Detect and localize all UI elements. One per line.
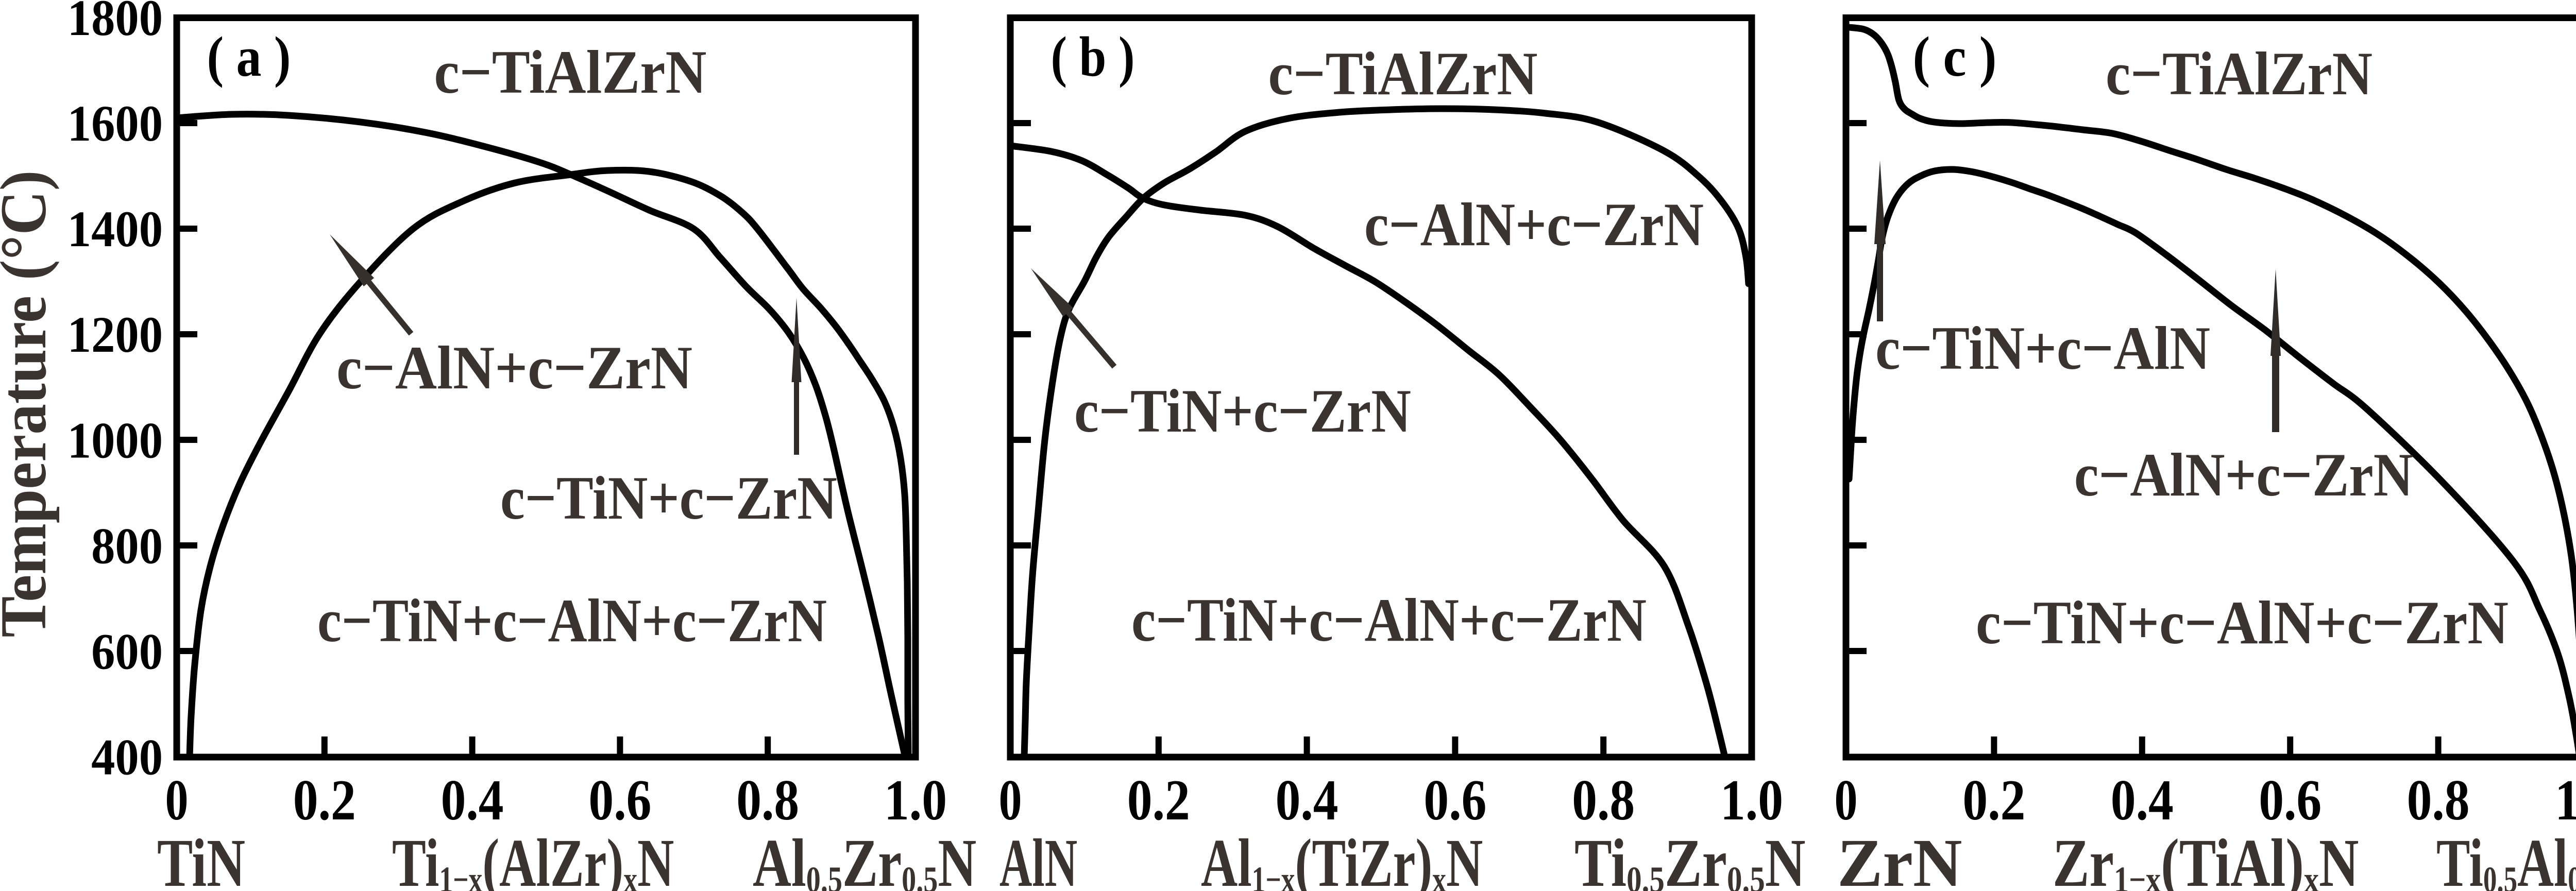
svg-text:Temperature (°C): Temperature (°C): [0, 170, 60, 638]
svg-text:0: 0: [999, 768, 1022, 832]
svg-text:Ti0.5​Al0.5​N: Ti0.5​Al0.5​N: [2436, 826, 2576, 891]
svg-text:400: 400: [91, 729, 163, 786]
svg-text:0.6: 0.6: [2259, 768, 2321, 832]
svg-text:c−TiAlZrN: c−TiAlZrN: [1268, 39, 1538, 108]
svg-text:( b ): ( b ): [1051, 25, 1135, 88]
svg-text:c−TiAlZrN: c−TiAlZrN: [434, 38, 707, 106]
svg-text:0.2: 0.2: [293, 768, 356, 832]
svg-text:( c ): ( c ): [1913, 25, 1997, 88]
svg-text:ZrN: ZrN: [1837, 825, 1962, 891]
svg-text:0.4: 0.4: [1276, 768, 1338, 832]
svg-text:Al0.5​Zr0.5​N: Al0.5​Zr0.5​N: [753, 825, 976, 891]
svg-text:0: 0: [165, 768, 189, 832]
svg-text:800: 800: [91, 517, 163, 574]
svg-text:1.0: 1.0: [1720, 768, 1783, 832]
svg-text:0.6: 0.6: [1423, 768, 1486, 832]
svg-text:1.0: 1.0: [884, 768, 947, 832]
svg-text:c−AlN+c−ZrN: c−AlN+c−ZrN: [2074, 440, 2413, 509]
svg-text:0.6: 0.6: [588, 768, 651, 832]
svg-text:c−TiAlZrN: c−TiAlZrN: [2106, 39, 2372, 108]
svg-text:0.4: 0.4: [2111, 768, 2174, 832]
svg-text:c−TiN+c−ZrN: c−TiN+c−ZrN: [500, 464, 837, 532]
svg-text:c−TiN+c−AlN: c−TiN+c−AlN: [1875, 314, 2210, 382]
svg-text:AlN: AlN: [999, 826, 1077, 891]
svg-text:1600: 1600: [67, 95, 163, 152]
svg-text:1.0: 1.0: [2555, 768, 2576, 832]
svg-text:0.8: 0.8: [2407, 768, 2470, 832]
svg-text:1800: 1800: [67, 0, 163, 46]
svg-text:0.8: 0.8: [1572, 768, 1635, 832]
svg-text:1200: 1200: [67, 306, 163, 363]
svg-text:TiN: TiN: [157, 825, 245, 891]
svg-text:0: 0: [1835, 768, 1858, 832]
svg-text:0.2: 0.2: [1127, 768, 1190, 832]
svg-text:( a ): ( a ): [207, 25, 291, 88]
svg-text:0.2: 0.2: [1962, 768, 2025, 832]
svg-text:0.4: 0.4: [441, 768, 504, 832]
svg-text:Ti1−x​(AlZr)x​N: Ti1−x​(AlZr)x​N: [392, 826, 674, 891]
svg-text:c−AlN+c−ZrN: c−AlN+c−ZrN: [336, 333, 692, 402]
svg-text:600: 600: [91, 623, 163, 680]
svg-text:Ti0.5​Zr0.5​N: Ti0.5​Zr0.5​N: [1574, 826, 1806, 891]
svg-text:c−AlN+c−ZrN: c−AlN+c−ZrN: [1364, 190, 1704, 259]
svg-text:c−TiN+c−AlN+c−ZrN: c−TiN+c−AlN+c−ZrN: [1976, 588, 2509, 657]
svg-text:Al1−x​(TiZr)x​N: Al1−x​(TiZr)x​N: [1201, 826, 1483, 891]
svg-text:Zr1−x​(TiAl)x​N: Zr1−x​(TiAl)x​N: [2053, 825, 2359, 891]
svg-text:c−TiN+c−AlN+c−ZrN: c−TiN+c−AlN+c−ZrN: [1131, 586, 1647, 654]
svg-text:c−TiN+c−AlN+c−ZrN: c−TiN+c−AlN+c−ZrN: [317, 586, 827, 655]
svg-text:0.8: 0.8: [736, 768, 799, 832]
svg-text:c−TiN+c−ZrN: c−TiN+c−ZrN: [1074, 376, 1411, 445]
svg-text:1400: 1400: [67, 200, 163, 258]
svg-text:1000: 1000: [67, 412, 163, 469]
